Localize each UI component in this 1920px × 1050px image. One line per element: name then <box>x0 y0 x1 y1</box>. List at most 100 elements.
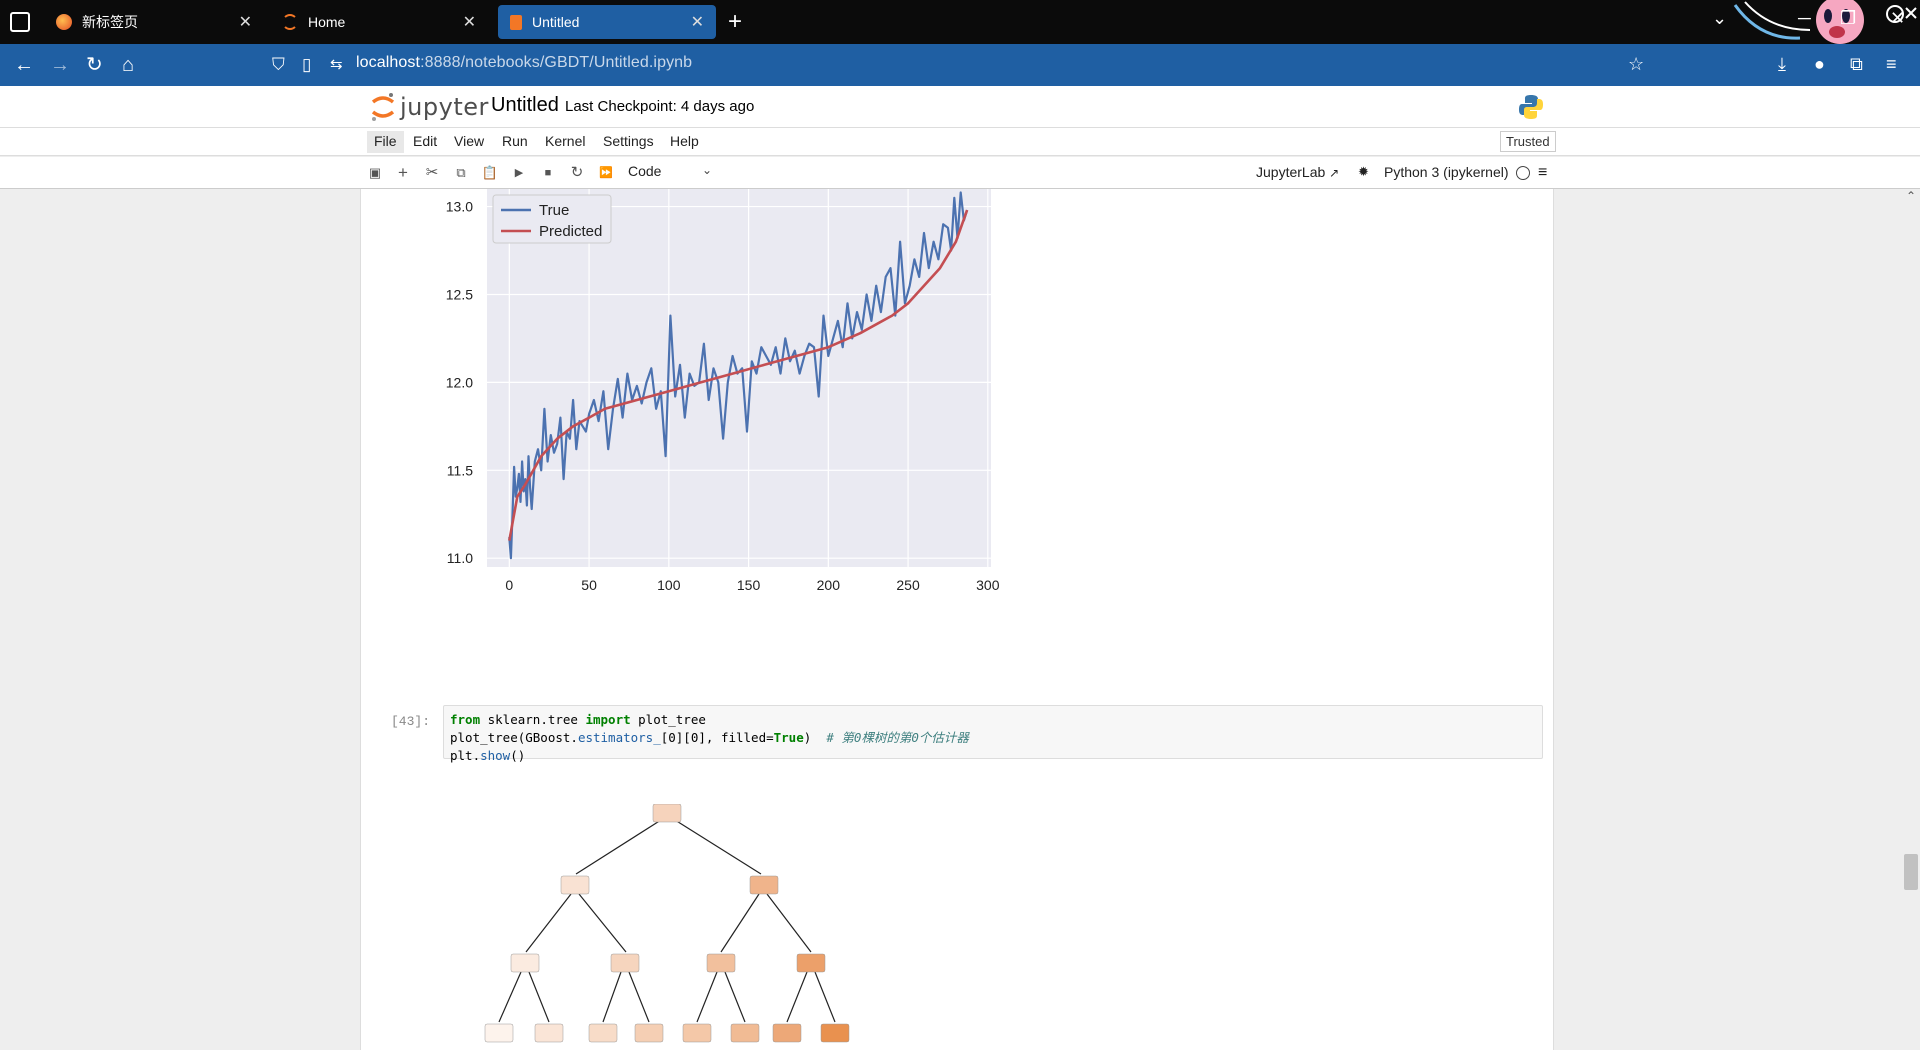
jupyter-logo[interactable]: jupyter <box>370 91 489 123</box>
menu-run[interactable]: Run <box>502 133 528 149</box>
shield-icon[interactable]: ⛉ <box>272 55 285 74</box>
code-token: plot_tree <box>630 712 706 727</box>
python-logo-icon <box>1519 95 1543 119</box>
close-icon[interactable]: ✕ <box>238 14 252 31</box>
code-token: plot_tree(GBoost. <box>450 730 578 745</box>
bookmark-star-icon[interactable]: ☆ <box>1628 54 1645 74</box>
trusted-badge[interactable]: Trusted <box>1500 131 1556 152</box>
tab-list-icon[interactable]: ⌄ <box>1712 8 1728 28</box>
cell-type-select[interactable]: Code ⌄ <box>628 163 716 183</box>
copy-icon[interactable]: ⧉ <box>456 165 466 180</box>
code-comment: # 第0棵树的第0个估计器 <box>826 730 969 745</box>
minimize-icon[interactable]: ─ <box>1798 8 1811 28</box>
kernel-status-icon <box>1516 166 1530 180</box>
window-close-icon[interactable]: ✕ <box>1890 8 1906 28</box>
jupyter-logo-icon <box>371 93 395 121</box>
menu-help[interactable]: Help <box>670 133 699 149</box>
scroll-up-icon[interactable]: ⌃ <box>1906 189 1917 203</box>
code-line-3: plt.show() <box>450 747 1536 765</box>
stop-icon[interactable]: ■ <box>544 167 552 179</box>
x-tick-label: 200 <box>817 577 841 593</box>
y-tick-label: 11.5 <box>447 462 473 478</box>
restore-icon[interactable]: ❐ <box>1840 8 1857 28</box>
fast-forward-icon[interactable]: ⏩ <box>599 167 613 179</box>
save-icon[interactable]: ▣ <box>368 165 382 180</box>
decision-tree-plot <box>484 804 850 1043</box>
downloads-icon[interactable]: ⤓ <box>1778 54 1786 74</box>
cut-icon[interactable]: ✂ <box>425 164 439 181</box>
y-tick-label: 12.5 <box>446 286 473 302</box>
address-bar[interactable]: localhost:8888/notebooks/GBDT/Untitled.i… <box>356 54 692 72</box>
notebook-title[interactable]: Untitled <box>491 94 559 116</box>
firefox-icon <box>56 14 72 30</box>
cell-type-value: Code <box>628 163 662 179</box>
kernel-name[interactable]: Python 3 (ipykernel) <box>1384 164 1509 180</box>
tab-overview-icon[interactable] <box>10 12 30 32</box>
menu-settings[interactable]: Settings <box>603 133 654 149</box>
browser-tab-new[interactable]: 新标签页 ✕ <box>44 5 264 39</box>
url-path: :8888/notebooks/GBDT/Untitled.ipynb <box>420 54 693 71</box>
notebook-icon <box>510 14 522 30</box>
series-line-predicted <box>508 209 969 541</box>
x-tick-label: 50 <box>581 577 597 593</box>
jupyterlab-link[interactable]: JupyterLab ↗ <box>1256 164 1339 180</box>
menu-kernel[interactable]: Kernel <box>545 133 586 149</box>
browser-tab-label: Home <box>308 14 346 30</box>
site-permissions-icon[interactable]: ⇆ <box>330 56 343 73</box>
legend-label: True <box>539 202 569 219</box>
run-icon[interactable]: ▶ <box>514 167 524 179</box>
browser-tab-untitled[interactable]: Untitled ✕ <box>498 5 716 39</box>
jupyter-header: jupyter Untitled Last Checkpoint: 4 days… <box>0 86 1920 128</box>
browser-tab-home[interactable]: Home ✕ <box>270 5 488 39</box>
back-arrow-icon[interactable]: ← <box>14 54 34 76</box>
forward-arrow-icon[interactable]: → <box>50 54 70 76</box>
restart-icon[interactable]: ↻ <box>570 164 584 181</box>
menu-file[interactable]: File <box>367 131 404 153</box>
browser-tab-label: 新标签页 <box>82 14 138 30</box>
chevron-down-icon: ⌄ <box>701 163 712 177</box>
profile-icon[interactable]: ● <box>1814 54 1825 74</box>
debug-bug-icon[interactable]: ✹ <box>1358 164 1369 179</box>
y-tick-label: 11.0 <box>447 550 473 566</box>
page-scrollbar[interactable]: ⌃ <box>1902 189 1920 1050</box>
menu-list-icon[interactable]: ≡ <box>1538 164 1548 181</box>
jupyter-logo-text: jupyter <box>400 93 489 121</box>
add-cell-icon[interactable]: + <box>398 163 408 182</box>
menu-hamburger-icon[interactable]: ≡ <box>1886 54 1897 74</box>
mascot-decoration-icon <box>1733 0 1917 44</box>
x-tick-label: 250 <box>896 577 920 593</box>
browser-nav-bar: ← → ↻ ⌂ ⛉ ▯ ⇆ localhost:8888/notebooks/G… <box>0 44 1920 86</box>
jupyter-menu-bar: File Edit View Run Kernel Settings Help … <box>0 128 1920 156</box>
x-tick-label: 0 <box>505 577 513 593</box>
home-icon[interactable]: ⌂ <box>122 54 135 76</box>
close-icon[interactable]: ✕ <box>690 14 704 31</box>
legend-label: Predicted <box>539 223 602 240</box>
true-vs-predicted-chart: 0 50 100 150 200 250 300 11.0 11.5 12.0 12.5 13.0 Tr… <box>446 189 1000 593</box>
code-token: show <box>480 748 511 763</box>
scroll-thumb[interactable] <box>1904 854 1918 890</box>
notebook-area: 0 50 100 150 200 250 300 11.0 11.5 12.0 12.5 13.0 Tr… <box>0 189 1920 1050</box>
menu-view[interactable]: View <box>454 133 485 149</box>
menu-edit[interactable]: Edit <box>413 133 438 149</box>
page-icon: ▯ <box>302 55 312 74</box>
code-token: ) <box>803 730 827 745</box>
code-token: estimators_ <box>577 730 661 745</box>
code-line-2: plot_tree(GBoost.estimators_[0][0], fill… <box>450 729 1536 747</box>
extensions-icon[interactable]: ⧉ <box>1850 54 1863 74</box>
code-token: True <box>773 730 804 745</box>
x-tick-label: 300 <box>976 577 1000 593</box>
plot-area <box>487 189 991 567</box>
x-tick-label: 150 <box>737 577 761 593</box>
x-tick-label: 100 <box>657 577 681 593</box>
code-cell[interactable]: from sklearn.tree import plot_tree plot_… <box>443 705 1543 763</box>
y-tick-label: 12.0 <box>446 374 473 390</box>
notebook-page: 0 50 100 150 200 250 300 11.0 11.5 12.0 12.5 13.0 Tr… <box>360 189 1554 1050</box>
paste-icon[interactable]: 📋 <box>481 165 499 180</box>
notebook-toolbar: ▣ + ✂ ⧉ 📋 ▶ ■ ↻ ⏩ Code ⌄ JupyterLab ↗ ✹ … <box>0 157 1920 189</box>
browser-tab-strip: 新标签页 ✕ Home ✕ Untitled ✕ + ⌄ ─ ❐ ✕ <box>0 0 1920 44</box>
cell-prompt: [43]: <box>391 714 431 729</box>
reload-icon[interactable]: ↻ <box>86 54 103 76</box>
new-tab-button[interactable]: + <box>728 8 743 35</box>
close-icon[interactable]: ✕ <box>462 14 476 31</box>
jupyter-icon <box>282 14 298 30</box>
